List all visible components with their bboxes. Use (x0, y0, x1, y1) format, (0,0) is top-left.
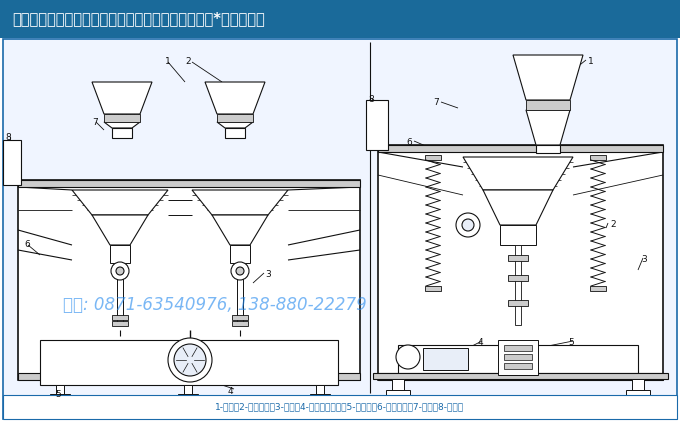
Circle shape (456, 213, 480, 237)
Polygon shape (92, 215, 148, 245)
Bar (392, 379, 404, 393)
Polygon shape (212, 215, 268, 245)
Bar (178, 394, 198, 398)
Bar (3, 395, 677, 419)
Bar (423, 348, 468, 370)
Bar (225, 128, 245, 138)
Circle shape (168, 338, 212, 382)
Text: 1: 1 (588, 57, 594, 66)
Polygon shape (463, 157, 573, 190)
Text: 4: 4 (228, 387, 234, 396)
Circle shape (236, 267, 244, 275)
Bar (378, 373, 663, 380)
Text: 5: 5 (55, 390, 61, 399)
Bar (425, 286, 441, 291)
Polygon shape (92, 82, 152, 114)
Polygon shape (205, 82, 265, 114)
Text: 7: 7 (92, 118, 98, 127)
Bar (104, 114, 140, 122)
Bar (590, 286, 606, 291)
Bar (398, 345, 638, 373)
Bar (508, 300, 528, 306)
Polygon shape (483, 190, 553, 225)
Text: 2: 2 (185, 57, 190, 66)
Bar (50, 394, 70, 398)
Bar (3, 39, 677, 419)
Text: 6: 6 (24, 240, 30, 249)
Bar (378, 145, 663, 152)
Bar (112, 128, 132, 138)
Circle shape (231, 262, 249, 280)
Bar (500, 225, 536, 245)
Bar (18, 180, 360, 380)
Bar (217, 114, 253, 122)
Bar (310, 394, 330, 398)
Text: 8: 8 (368, 95, 374, 104)
Bar (515, 245, 521, 325)
Bar (232, 321, 248, 326)
Bar (373, 373, 668, 379)
Bar (110, 245, 130, 263)
Text: 7: 7 (433, 98, 439, 107)
Polygon shape (104, 122, 140, 128)
Text: 4: 4 (478, 338, 483, 347)
Bar (590, 155, 606, 160)
Bar (3, 140, 21, 185)
Bar (117, 263, 123, 325)
Text: 3: 3 (265, 270, 271, 279)
Circle shape (116, 267, 124, 275)
Text: 1-槽体；2-橡胶隔膜；3-锥斗；4-电磁调速电机；5-凸轮箱；6-补给水管；7-筛网；8-给矿槽: 1-槽体；2-橡胶隔膜；3-锥斗；4-电磁调速电机；5-凸轮箱；6-补给水管；7… (216, 402, 464, 411)
Bar (316, 385, 324, 397)
Bar (378, 145, 663, 380)
Polygon shape (192, 190, 288, 215)
Text: 云南昆明矿机厂系列锯齿波跳汰机内部结构示意图（*仅供参考）: 云南昆明矿机厂系列锯齿波跳汰机内部结构示意图（*仅供参考） (12, 11, 265, 26)
Polygon shape (526, 110, 570, 145)
Bar (40, 340, 338, 385)
Circle shape (462, 219, 474, 231)
Bar (184, 385, 192, 397)
Bar (18, 180, 360, 187)
Bar (232, 315, 248, 320)
Bar (508, 275, 528, 281)
Bar (526, 100, 570, 110)
Circle shape (174, 344, 206, 376)
Bar (56, 385, 64, 397)
Bar (386, 390, 410, 395)
Polygon shape (217, 122, 253, 128)
Bar (425, 155, 441, 160)
Polygon shape (72, 190, 168, 215)
Text: 6: 6 (406, 138, 412, 147)
Bar (18, 373, 360, 380)
Circle shape (396, 345, 420, 369)
Bar (0, 0, 680, 38)
Bar (626, 390, 650, 395)
Text: 详询: 0871-63540976, 138-880-22279: 详询: 0871-63540976, 138-880-22279 (63, 296, 367, 314)
Text: 8: 8 (5, 133, 11, 142)
Bar (366, 100, 388, 150)
Bar (504, 345, 532, 351)
Bar (112, 315, 128, 320)
Bar (504, 363, 532, 369)
Bar (504, 354, 532, 360)
Text: 2: 2 (610, 220, 615, 229)
Bar (508, 255, 528, 261)
Text: 3: 3 (641, 255, 647, 264)
Polygon shape (513, 55, 583, 100)
Bar (536, 145, 560, 153)
Bar (498, 340, 538, 375)
Text: 5: 5 (568, 338, 574, 347)
Text: 1: 1 (165, 57, 171, 66)
Bar (632, 379, 644, 393)
Bar (112, 321, 128, 326)
Circle shape (111, 262, 129, 280)
Bar (230, 245, 250, 263)
Bar (237, 263, 243, 325)
